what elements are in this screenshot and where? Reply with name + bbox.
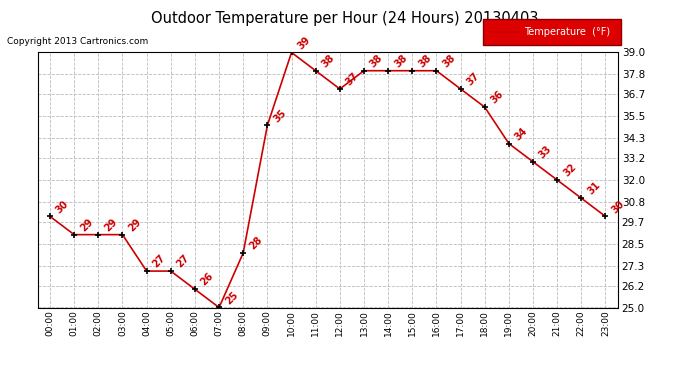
Text: 38: 38	[320, 53, 337, 69]
Text: 37: 37	[465, 71, 482, 87]
Text: 38: 38	[441, 53, 457, 69]
Text: Temperature  (°F): Temperature (°F)	[524, 27, 611, 37]
Text: 27: 27	[175, 253, 192, 270]
Text: 37: 37	[344, 71, 361, 87]
Text: 32: 32	[562, 162, 578, 178]
Text: Copyright 2013 Cartronics.com: Copyright 2013 Cartronics.com	[7, 38, 148, 46]
Text: 36: 36	[489, 89, 506, 106]
Text: 33: 33	[538, 144, 554, 160]
Text: 30: 30	[610, 198, 627, 215]
Text: 28: 28	[248, 235, 264, 252]
Text: 30: 30	[55, 198, 71, 215]
Text: 35: 35	[272, 107, 288, 124]
Text: 29: 29	[79, 217, 95, 233]
Text: 29: 29	[127, 217, 144, 233]
Text: Outdoor Temperature per Hour (24 Hours) 20130403: Outdoor Temperature per Hour (24 Hours) …	[151, 11, 539, 26]
Text: 27: 27	[151, 253, 168, 270]
Text: 34: 34	[513, 126, 530, 142]
Text: 25: 25	[224, 290, 240, 306]
Text: 39: 39	[296, 34, 313, 51]
Text: 26: 26	[199, 271, 216, 288]
Text: 38: 38	[417, 53, 433, 69]
Text: 38: 38	[393, 53, 409, 69]
Text: 38: 38	[368, 53, 385, 69]
Text: 29: 29	[103, 217, 119, 233]
Text: 31: 31	[586, 180, 602, 197]
